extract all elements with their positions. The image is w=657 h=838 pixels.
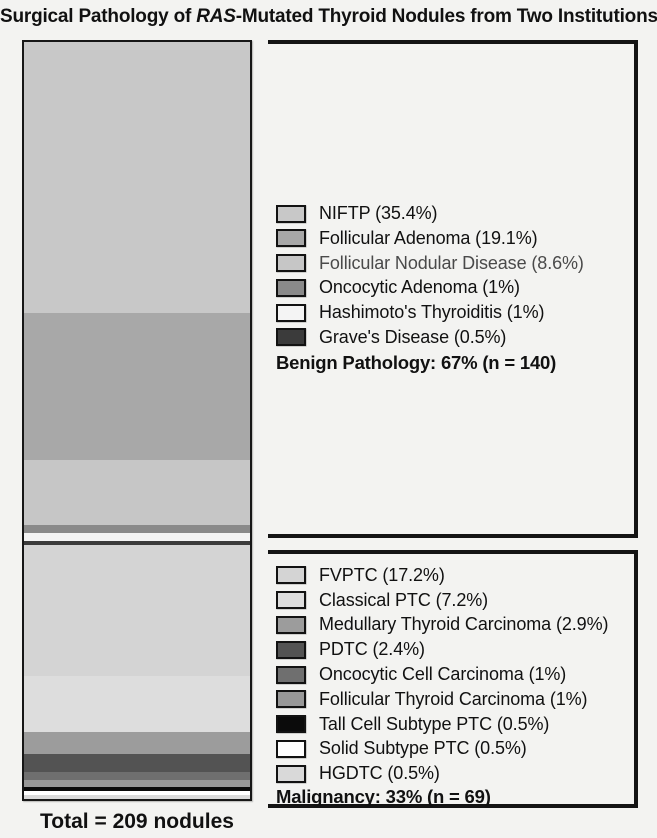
bar-segment	[24, 731, 250, 754]
bar-segment	[24, 525, 250, 534]
bar-segment	[24, 544, 250, 677]
figure-title: Surgical Pathology of RAS-Mutated Thyroi…	[0, 6, 657, 28]
legend-label: NIFTP (35.4%)	[319, 203, 438, 223]
legend-color-swatch	[276, 303, 306, 322]
legend-row: Solid Subtype PTC (0.5%)	[276, 737, 634, 762]
legend-color-swatch	[276, 328, 306, 347]
legend-label: Follicular Nodular Disease (8.6%)	[319, 252, 584, 273]
stacked-bar-nodule-pathology	[22, 40, 252, 801]
legend-row: Classical PTC (7.2%)	[276, 588, 634, 613]
legend-row: Grave's Disease (0.5%)	[276, 325, 634, 350]
legend-label: Follicular Adenoma (19.1%)	[319, 227, 538, 248]
total-nodules-caption: Total = 209 nodules	[40, 810, 234, 833]
legend-color-swatch	[276, 665, 306, 684]
legend-label: PDTC (2.4%)	[319, 639, 425, 660]
bar-segment	[24, 795, 250, 799]
legend-color-swatch	[276, 204, 306, 223]
bar-segment	[24, 779, 250, 788]
legend-box-malignancy: FVPTC (17.2%) Classical PTC (7.2%) Medul…	[268, 550, 638, 808]
legend-box-benign-pathology: NIFTP (35.4%) Follicular Adenoma (19.1%)…	[268, 40, 638, 538]
legend-color-swatch	[276, 615, 306, 634]
figure-title-prefix: Surgical Pathology of	[0, 6, 197, 27]
legend-row: Follicular Nodular Disease (8.6%)	[276, 251, 634, 276]
legend-label: Classical PTC (7.2%)	[319, 589, 489, 610]
legend-color-swatch	[276, 254, 306, 273]
legend-label: Oncocytic Cell Carcinoma (1%)	[319, 664, 567, 685]
bar-segment	[24, 533, 250, 541]
bar-segment	[24, 676, 250, 732]
legend-row: Medullary Thyroid Carcinoma (2.9%)	[276, 613, 634, 638]
legend-label: Oncocytic Adenoma (1%)	[319, 277, 520, 298]
bar-segment	[24, 313, 250, 460]
legend-row: FVPTC (17.2%)	[276, 563, 634, 588]
figure-title-gene-ras: RAS	[196, 6, 236, 27]
bar-segment	[24, 791, 250, 796]
legend-color-swatch	[276, 690, 306, 709]
benign-legend-items: NIFTP (35.4%) Follicular Adenoma (19.1%)…	[276, 201, 634, 350]
bar-segment	[24, 772, 250, 780]
bar-segment	[24, 42, 250, 314]
legend-row: Follicular Adenoma (19.1%)	[276, 226, 634, 251]
legend-label: Medullary Thyroid Carcinoma (2.9%)	[319, 614, 609, 635]
legend-label: Tall Cell Subtype PTC (0.5%)	[319, 713, 550, 734]
legend-row: Tall Cell Subtype PTC (0.5%)	[276, 712, 634, 737]
legend-color-swatch	[276, 715, 306, 734]
legend-label: Grave's Disease (0.5%)	[319, 326, 507, 347]
legend-label: Solid Subtype PTC (0.5%)	[319, 738, 527, 759]
legend-color-swatch	[276, 764, 306, 783]
legend-color-swatch	[276, 278, 306, 297]
legend-row: Follicular Thyroid Carcinoma (1%)	[276, 687, 634, 712]
legend-row: PDTC (2.4%)	[276, 637, 634, 662]
benign-summary-label: Benign Pathology: 67% (n = 140)	[276, 352, 557, 374]
legend-row: Oncocytic Cell Carcinoma (1%)	[276, 662, 634, 687]
legend-color-swatch	[276, 640, 306, 659]
legend-color-swatch	[276, 566, 306, 585]
malignant-legend-items: FVPTC (17.2%) Classical PTC (7.2%) Medul…	[276, 563, 634, 786]
legend-label: Follicular Thyroid Carcinoma (1%)	[319, 688, 588, 709]
bar-segment	[24, 459, 250, 526]
bar-segment	[24, 753, 250, 773]
bar-segment	[24, 540, 250, 545]
legend-row: NIFTP (35.4%)	[276, 201, 634, 226]
malignancy-summary-label: Malignancy: 33% (n = 69)	[276, 786, 491, 808]
bar-segment	[24, 787, 250, 792]
legend-label: HGDTC (0.5%)	[319, 763, 440, 784]
legend-color-swatch	[276, 739, 306, 758]
legend-row: Hashimoto's Thyroiditis (1%)	[276, 300, 634, 325]
legend-row: Oncocytic Adenoma (1%)	[276, 276, 634, 301]
legend-color-swatch	[276, 229, 306, 248]
legend-row: HGDTC (0.5%)	[276, 761, 634, 786]
legend-label: Hashimoto's Thyroiditis (1%)	[319, 302, 545, 323]
figure-title-suffix: -Mutated Thyroid Nodules from Two Instit…	[235, 6, 657, 27]
legend-label: FVPTC (17.2%)	[319, 564, 445, 585]
legend-color-swatch	[276, 591, 306, 610]
